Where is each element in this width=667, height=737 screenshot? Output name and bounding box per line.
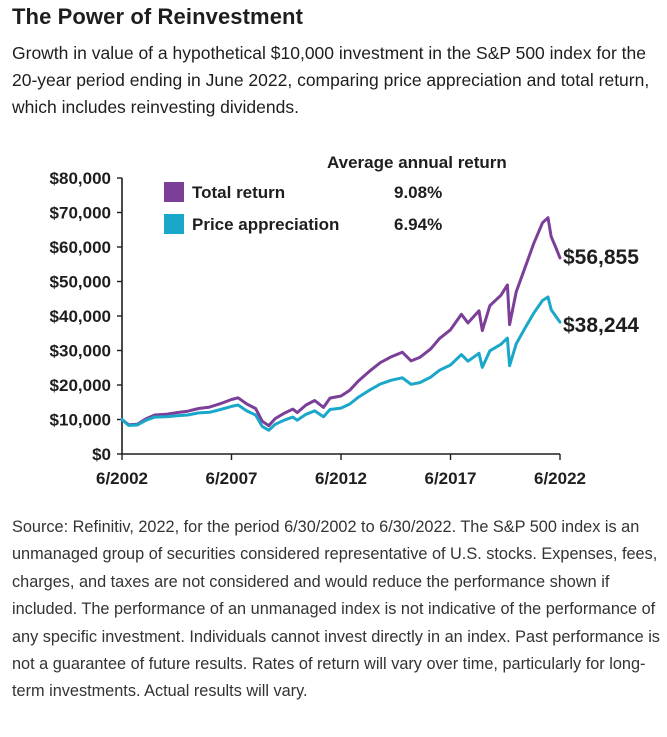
legend-label-price-appreciation: Price appreciation bbox=[192, 215, 339, 234]
legend-value-price-appreciation: 6.94% bbox=[394, 215, 442, 234]
legend-swatch-price-appreciation bbox=[164, 214, 184, 234]
source-note: Source: Refinitiv, 2022, for the period … bbox=[12, 518, 660, 701]
x-tick-label: 6/2002 bbox=[96, 469, 148, 488]
x-tick-label: 6/2017 bbox=[425, 469, 477, 488]
y-tick-label: $70,000 bbox=[50, 204, 111, 223]
y-tick-label: $40,000 bbox=[50, 307, 111, 326]
legend-heading: Average annual return bbox=[327, 153, 507, 172]
end-label-price-appreciation: $38,244 bbox=[563, 314, 639, 337]
y-tick-label: $30,000 bbox=[50, 342, 111, 361]
chart-series bbox=[120, 216, 562, 432]
y-tick-label: $50,000 bbox=[50, 273, 111, 292]
legend-swatch-total-return bbox=[164, 182, 184, 202]
x-tick-label: 6/2012 bbox=[315, 469, 367, 488]
line-chart: $0 $10,000 $20,000 $30,000 $40,000 $50,000 $60… bbox=[50, 153, 640, 488]
series-line-price-appreciation bbox=[120, 295, 562, 432]
series-line-total-return bbox=[120, 216, 562, 428]
y-tick-label: $20,000 bbox=[50, 376, 111, 395]
legend-value-total-return: 9.08% bbox=[394, 183, 442, 202]
y-tick-label: $60,000 bbox=[50, 238, 111, 257]
chart-axes: $0 $10,000 $20,000 $30,000 $40,000 $50,000 $60… bbox=[50, 169, 586, 488]
page-title: The Power of Reinvestment bbox=[12, 4, 304, 29]
chart-legend: Average annual return Total return 9.08%… bbox=[164, 153, 507, 234]
y-tick-label: $0 bbox=[92, 445, 111, 464]
y-tick-label: $80,000 bbox=[50, 169, 111, 188]
legend-label-total-return: Total return bbox=[192, 183, 285, 202]
x-tick-label: 6/2022 bbox=[534, 469, 586, 488]
y-tick-label: $10,000 bbox=[50, 411, 111, 430]
x-tick-label: 6/2007 bbox=[206, 469, 258, 488]
end-label-total-return: $56,855 bbox=[563, 246, 639, 269]
chart-subtitle: Growth in value of a hypothetical $10,00… bbox=[12, 43, 650, 117]
